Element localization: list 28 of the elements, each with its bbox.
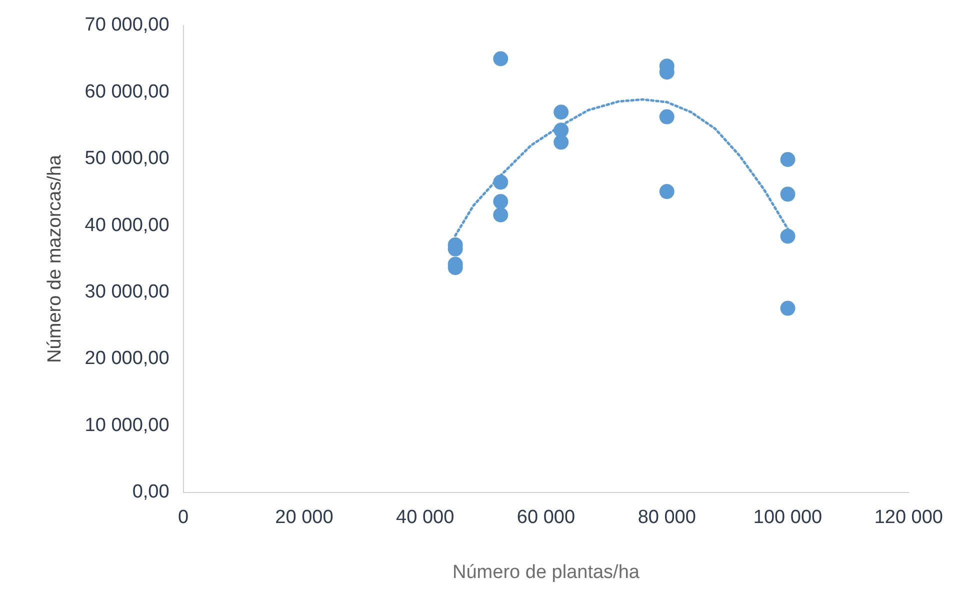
x-tick-label: 120 000 (874, 507, 944, 528)
point (493, 194, 508, 210)
point (554, 104, 569, 120)
point (780, 152, 796, 167)
x-tick-label: 20 000 (275, 507, 334, 528)
point (493, 207, 508, 222)
y-tick-label: 20 000,00 (84, 348, 170, 370)
x-tick-label: 40 000 (396, 507, 454, 528)
x-tick-label: 60 000 (516, 507, 576, 528)
y-tick-label: 50 000,00 (84, 148, 170, 170)
point (780, 228, 796, 244)
y-tick-label: 0,00 (132, 482, 170, 503)
point (493, 51, 508, 66)
y-tick-label: 40 000,00 (84, 214, 170, 236)
x-tick-label: 0 (178, 507, 189, 528)
y-tick-label: 70 000,00 (84, 14, 170, 36)
point (780, 300, 796, 316)
y-axis-title: Número de mazorcas/ha (44, 154, 66, 363)
point (659, 184, 674, 200)
x-tick-label: 100 000 (753, 507, 822, 528)
point (554, 134, 569, 150)
point (659, 109, 674, 124)
point (780, 186, 796, 202)
x-tick-label: 80 000 (638, 507, 696, 528)
x-axis-title: Número de plantas/ha (452, 562, 640, 583)
y-tick-label: 60 000,00 (84, 81, 170, 102)
y-tick-label: 10 000,00 (84, 414, 170, 436)
y-tick-label: 30 000,00 (84, 281, 170, 302)
